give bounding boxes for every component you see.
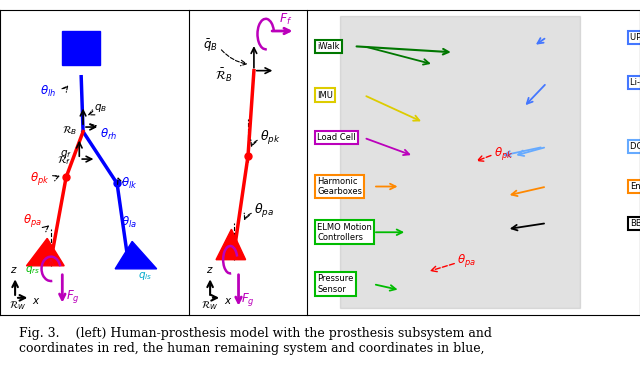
Bar: [62, 31, 100, 64]
Text: $\mathcal{R}_f$: $\mathcal{R}_f$: [56, 155, 71, 168]
Text: $q_{ls}$: $q_{ls}$: [138, 270, 152, 282]
Text: $\mathcal{R}_W$: $\mathcal{R}_W$: [10, 300, 27, 312]
Text: $\mathcal{R}_W$: $\mathcal{R}_W$: [201, 300, 218, 312]
Text: $\theta_{pa}$: $\theta_{pa}$: [22, 212, 42, 229]
Text: $\theta_{pk}$: $\theta_{pk}$: [493, 145, 513, 162]
Text: $\theta_{lk}$: $\theta_{lk}$: [121, 176, 138, 191]
Text: $\theta_{pa}$: $\theta_{pa}$: [254, 202, 274, 220]
Text: Harmonic
Gearboxes: Harmonic Gearboxes: [317, 177, 362, 196]
Text: $F_f$: $F_f$: [279, 12, 292, 27]
Text: $q_{rs}$: $q_{rs}$: [24, 264, 40, 276]
Text: $\bar{q}_B$: $\bar{q}_B$: [203, 38, 218, 54]
Text: UP Board: UP Board: [630, 32, 640, 42]
Text: BBB: BBB: [630, 218, 640, 228]
Text: $\theta_{pk}$: $\theta_{pk}$: [30, 169, 50, 186]
Text: $x$: $x$: [32, 296, 40, 306]
Text: $z$: $z$: [10, 266, 18, 276]
Polygon shape: [115, 241, 157, 269]
Text: $F_g$: $F_g$: [241, 291, 255, 308]
Text: $q_B$: $q_B$: [95, 102, 108, 114]
Text: Pressure
Sensor: Pressure Sensor: [317, 274, 353, 294]
Bar: [340, 16, 580, 308]
Text: $\mathcal{R}_B$: $\mathcal{R}_B$: [62, 124, 78, 137]
Text: $\theta_{la}$: $\theta_{la}$: [121, 215, 137, 230]
Text: Encoders: Encoders: [630, 182, 640, 191]
Text: $z$: $z$: [206, 266, 214, 276]
Text: $\theta_{lh}$: $\theta_{lh}$: [40, 84, 56, 99]
Text: IMU: IMU: [317, 91, 333, 100]
Text: $\bar{\mathcal{R}}_B$: $\bar{\mathcal{R}}_B$: [215, 66, 232, 84]
Text: $\theta_{pk}$: $\theta_{pk}$: [260, 129, 280, 147]
Text: $\theta_{rh}$: $\theta_{rh}$: [100, 127, 117, 142]
Text: iWalk: iWalk: [317, 42, 340, 51]
Text: $x$: $x$: [225, 296, 233, 306]
Text: $q_f$: $q_f$: [60, 148, 72, 160]
Polygon shape: [26, 238, 64, 266]
Text: ELMO Motion
Controllers: ELMO Motion Controllers: [317, 223, 372, 242]
Text: Load Cell: Load Cell: [317, 133, 356, 142]
Text: Li-Po Battery: Li-Po Battery: [630, 78, 640, 87]
Text: $F_g$: $F_g$: [66, 288, 80, 305]
Polygon shape: [216, 229, 246, 260]
Text: Fig. 3.    (left) Human-prosthesis model with the prosthesis subsystem and
coord: Fig. 3. (left) Human-prosthesis model wi…: [19, 327, 492, 356]
Text: DC Motors: DC Motors: [630, 142, 640, 151]
Text: $\theta_{pa}$: $\theta_{pa}$: [457, 252, 476, 269]
